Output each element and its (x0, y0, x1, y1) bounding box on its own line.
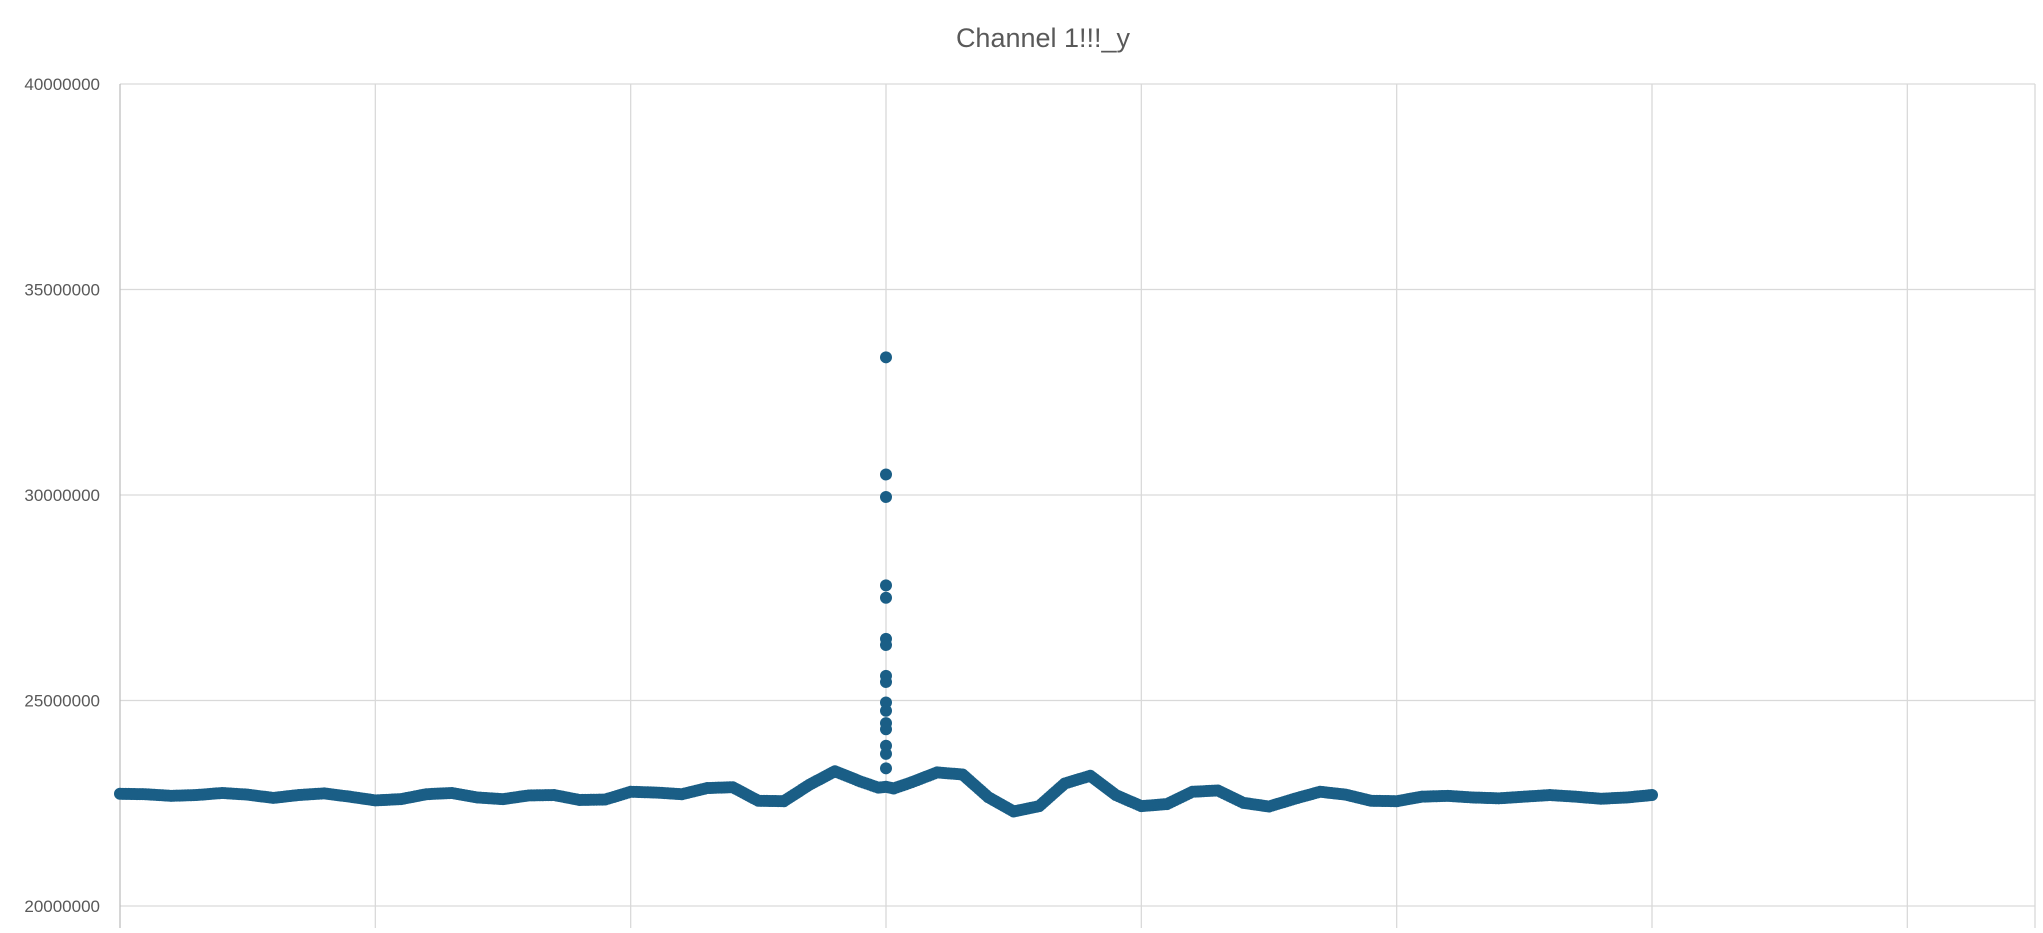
data-point (880, 639, 892, 652)
data-point (880, 468, 892, 481)
y-tick-label: 30000000 (24, 486, 100, 505)
chart-title: Channel 1!!!_y (956, 23, 1131, 53)
data-point (880, 747, 892, 760)
data-points (114, 351, 1658, 818)
data-point (880, 591, 892, 604)
y-tick-label: 35000000 (24, 281, 100, 300)
data-point (880, 762, 892, 775)
data-point (880, 491, 892, 504)
data-point (880, 723, 892, 736)
data-point (880, 696, 892, 709)
data-point (880, 579, 892, 592)
y-axis-tick-labels: 20000000 25000000 30000000 35000000 40000000 (24, 75, 100, 916)
y-tick-label: 20000000 (24, 897, 100, 916)
data-point (880, 676, 892, 689)
y-tick-label: 40000000 (24, 75, 100, 94)
y-tick-label: 25000000 (24, 692, 100, 711)
gridlines (119, 83, 2036, 928)
data-point (880, 739, 892, 752)
data-point (880, 351, 892, 364)
data-point (880, 704, 892, 717)
data-point (1646, 789, 1658, 802)
